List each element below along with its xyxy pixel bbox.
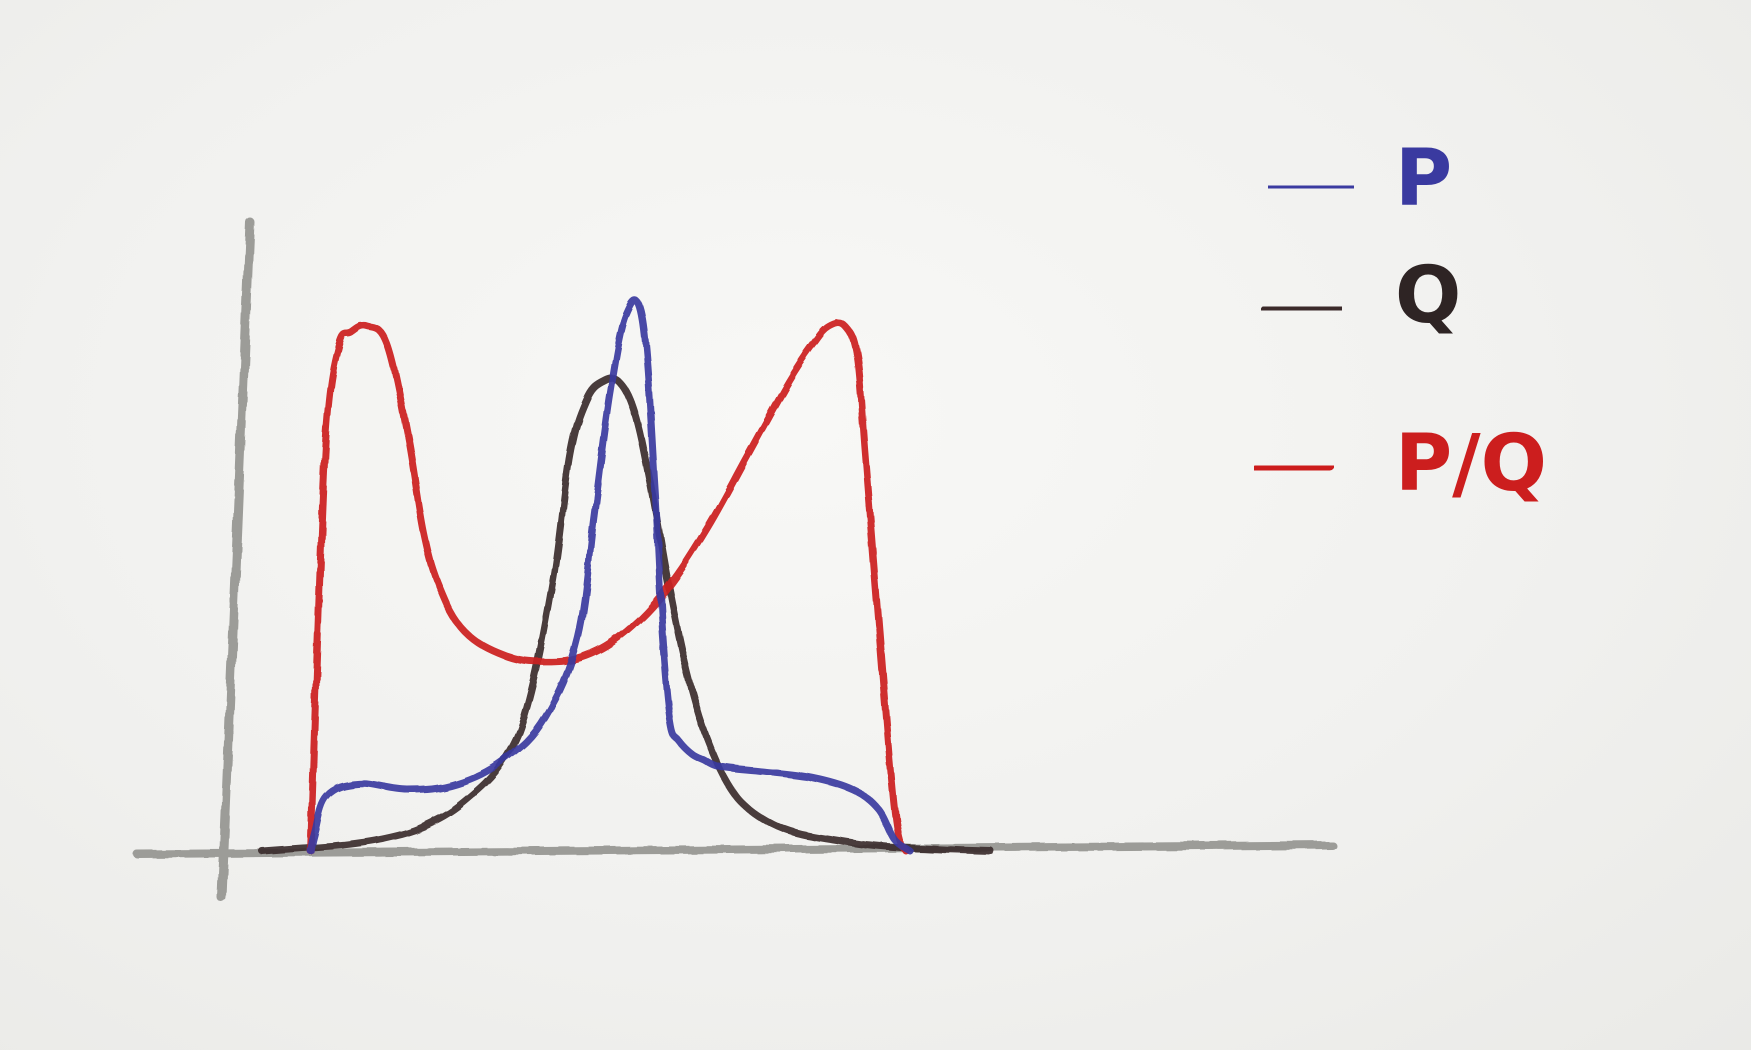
legend-item-pq: P/Q: [1253, 419, 1547, 509]
legend-item-q: Q: [1260, 251, 1461, 341]
y-axis-line: [217, 217, 255, 903]
axes: [133, 217, 1336, 903]
x-axis-line: [133, 841, 1336, 858]
series-line-q: [258, 374, 995, 855]
legend-label-p: P: [1395, 134, 1452, 224]
series-line-pq: [307, 319, 910, 855]
legend-label-q: Q: [1395, 251, 1461, 341]
legend-swatch-pq: [1253, 461, 1335, 475]
series-line-p: [307, 297, 914, 855]
legend-item-p: P: [1267, 134, 1452, 224]
legend: P Q P/Q: [1253, 134, 1547, 509]
legend-swatch-p: [1267, 181, 1355, 193]
series-layer: [258, 297, 995, 855]
legend-swatch-q: [1260, 302, 1343, 315]
legend-label-pq: P/Q: [1395, 419, 1547, 509]
